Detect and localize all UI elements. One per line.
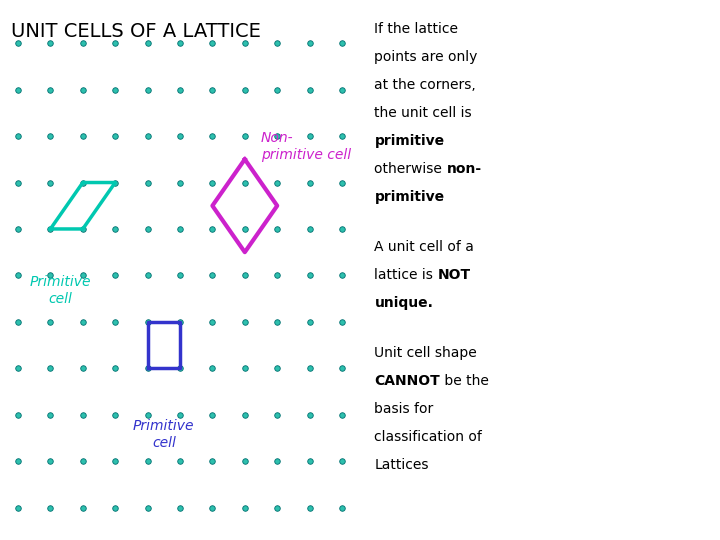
Text: at the corners,: at the corners, bbox=[374, 78, 476, 92]
Text: classification of: classification of bbox=[374, 430, 482, 444]
Text: Lattices: Lattices bbox=[374, 458, 429, 472]
Text: If the lattice: If the lattice bbox=[374, 22, 459, 36]
Text: unique.: unique. bbox=[374, 296, 433, 310]
Text: be the: be the bbox=[440, 374, 489, 388]
Text: CANNOT: CANNOT bbox=[374, 374, 440, 388]
Text: the unit cell is: the unit cell is bbox=[374, 106, 472, 120]
Text: lattice is: lattice is bbox=[374, 268, 438, 282]
Text: basis for: basis for bbox=[374, 402, 433, 416]
Text: A unit cell of a: A unit cell of a bbox=[374, 240, 474, 254]
Text: primitive: primitive bbox=[374, 134, 444, 148]
Text: NOT: NOT bbox=[438, 268, 471, 282]
Text: non-: non- bbox=[446, 162, 482, 176]
Text: Non-
primitive cell: Non- primitive cell bbox=[261, 131, 351, 161]
Text: primitive: primitive bbox=[374, 190, 444, 204]
Text: Primitive
cell: Primitive cell bbox=[30, 275, 91, 306]
Text: otherwise: otherwise bbox=[374, 162, 446, 176]
Text: Primitive
cell: Primitive cell bbox=[133, 420, 194, 450]
Text: UNIT CELLS OF A LATTICE: UNIT CELLS OF A LATTICE bbox=[11, 22, 261, 40]
Text: Unit cell shape: Unit cell shape bbox=[374, 346, 477, 360]
Text: points are only: points are only bbox=[374, 50, 478, 64]
